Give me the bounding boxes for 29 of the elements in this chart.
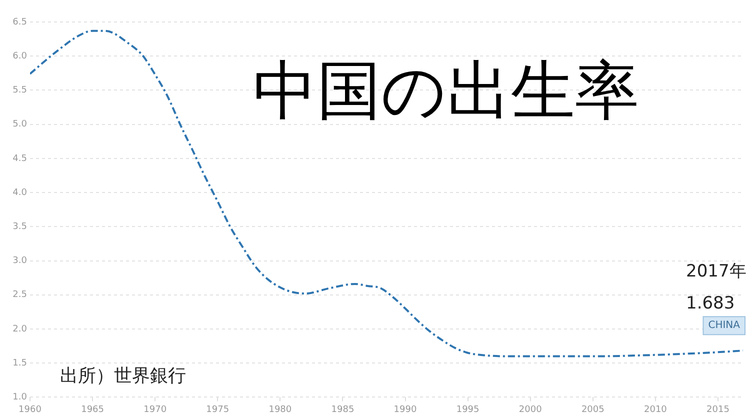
- y-tick-label: 3.0: [12, 256, 28, 266]
- y-tick-label: 1.0: [12, 392, 28, 403]
- x-tick-label: 1995: [456, 404, 480, 415]
- annotation: 1.683: [686, 293, 735, 314]
- x-tick-label: 1960: [18, 404, 42, 415]
- x-tick-label: 1985: [331, 404, 354, 415]
- y-tick-label: 4.5: [12, 154, 27, 164]
- annotation: 出所）世界銀行: [60, 365, 186, 386]
- x-tick-label: 1990: [394, 404, 417, 415]
- y-tick-label: 6.0: [12, 51, 28, 62]
- y-tick-label: 4.0: [12, 188, 28, 198]
- y-tick-label: 2.5: [12, 290, 27, 300]
- x-tick-label: 2010: [644, 404, 668, 415]
- x-tick-label: 2000: [518, 404, 542, 415]
- text: 中国の出生率: [253, 54, 639, 129]
- x-tick-label: 1975: [206, 404, 230, 415]
- y-tick-label: 5.0: [12, 120, 28, 130]
- annotation: 2017年: [686, 261, 746, 282]
- x-tick-label: 1980: [268, 404, 292, 415]
- y-tick-label: 1.5: [12, 358, 27, 368]
- x-tick-label: 1965: [81, 404, 104, 415]
- x-tick-label: 2005: [581, 404, 604, 415]
- x-tick-label: 2015: [706, 404, 730, 415]
- y-tick-label: 5.5: [12, 86, 27, 96]
- series-label: CHINA: [708, 320, 740, 332]
- y-tick-label: 2.0: [12, 324, 28, 334]
- y-tick-label: 6.5: [12, 17, 27, 28]
- x-tick-label: 1970: [144, 404, 167, 415]
- y-tick-label: 3.5: [12, 222, 27, 232]
